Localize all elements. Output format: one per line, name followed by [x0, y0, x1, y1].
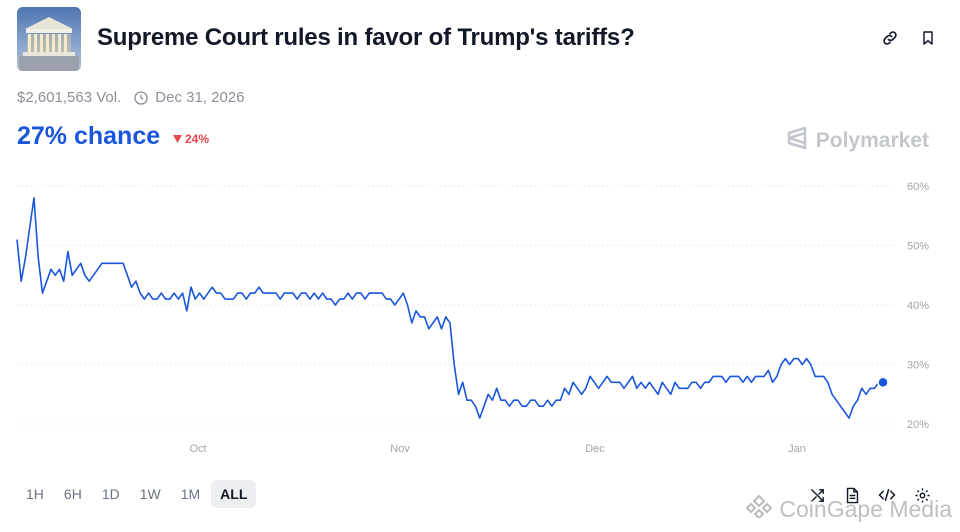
x-axis: Oct Nov Dec Jan: [189, 443, 805, 455]
supreme-court-image: [17, 7, 81, 71]
document-icon[interactable]: [842, 485, 862, 505]
volume-text: $2,601,563 Vol.: [17, 89, 122, 106]
link-icon[interactable]: [880, 28, 900, 48]
market-meta: $2,601,563 Vol. Dec 31, 2026: [17, 89, 245, 106]
y-tick-label: 20%: [907, 419, 929, 431]
down-triangle-icon: [173, 132, 182, 146]
change-badge: 24%: [173, 132, 209, 146]
watermark: CoinGape Media: [745, 494, 952, 524]
range-1m[interactable]: 1M: [180, 486, 201, 502]
y-tick-label: 30%: [907, 360, 929, 372]
chart-grid: [17, 185, 895, 425]
x-tick-label: Jan: [788, 443, 806, 455]
market-title: Supreme Court rules in favor of Trump's …: [97, 24, 635, 51]
probability-line: [16, 197, 883, 419]
chance-value: 27% chance: [17, 122, 161, 150]
range-1d[interactable]: 1D: [101, 486, 120, 502]
x-tick-label: Dec: [585, 443, 605, 455]
watermark-logo-icon: [745, 494, 773, 524]
y-tick-label: 40%: [907, 300, 929, 312]
y-tick-label: 60%: [907, 181, 929, 193]
code-icon[interactable]: [877, 485, 897, 505]
end-date-text: Dec 31, 2026: [155, 89, 245, 106]
x-tick-label: Oct: [189, 443, 206, 455]
range-1w[interactable]: 1W: [139, 486, 161, 502]
brand-name: Polymarket: [815, 129, 929, 152]
time-range-selector: 1H 6H 1D 1W 1M ALL: [17, 480, 257, 508]
shuffle-icon[interactable]: [807, 485, 827, 505]
range-6h[interactable]: 6H: [63, 486, 82, 502]
clock-icon: [133, 90, 149, 106]
watermark-text: CoinGape Media: [779, 495, 952, 522]
y-axis: 60% 50% 40% 30% 20%: [907, 181, 929, 431]
polymarket-logo: Polymarket: [786, 126, 929, 156]
change-value: 24%: [185, 132, 210, 146]
market-thumbnail: [17, 7, 81, 71]
polymarket-icon: [786, 126, 808, 156]
range-all[interactable]: ALL: [211, 480, 257, 508]
price-chart[interactable]: 60% 50% 40% 30% 20% Oct Nov Dec Jan: [0, 170, 960, 470]
x-tick-label: Nov: [390, 443, 410, 455]
current-point: [877, 376, 889, 389]
y-tick-label: 50%: [907, 241, 929, 253]
range-1h[interactable]: 1H: [26, 486, 44, 502]
bookmark-icon[interactable]: [918, 28, 938, 48]
gear-icon[interactable]: [912, 485, 932, 505]
